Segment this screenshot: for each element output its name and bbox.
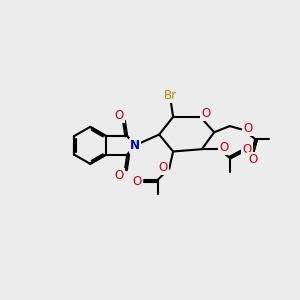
Text: O: O (219, 141, 228, 154)
Text: O: O (201, 107, 210, 120)
Text: O: O (244, 122, 253, 135)
Text: O: O (133, 175, 142, 188)
Text: Br: Br (164, 89, 177, 102)
Text: O: O (158, 161, 168, 174)
Text: O: O (248, 153, 258, 166)
Text: O: O (115, 169, 124, 182)
Text: N: N (130, 139, 140, 152)
Text: O: O (242, 143, 251, 156)
Text: O: O (115, 109, 124, 122)
